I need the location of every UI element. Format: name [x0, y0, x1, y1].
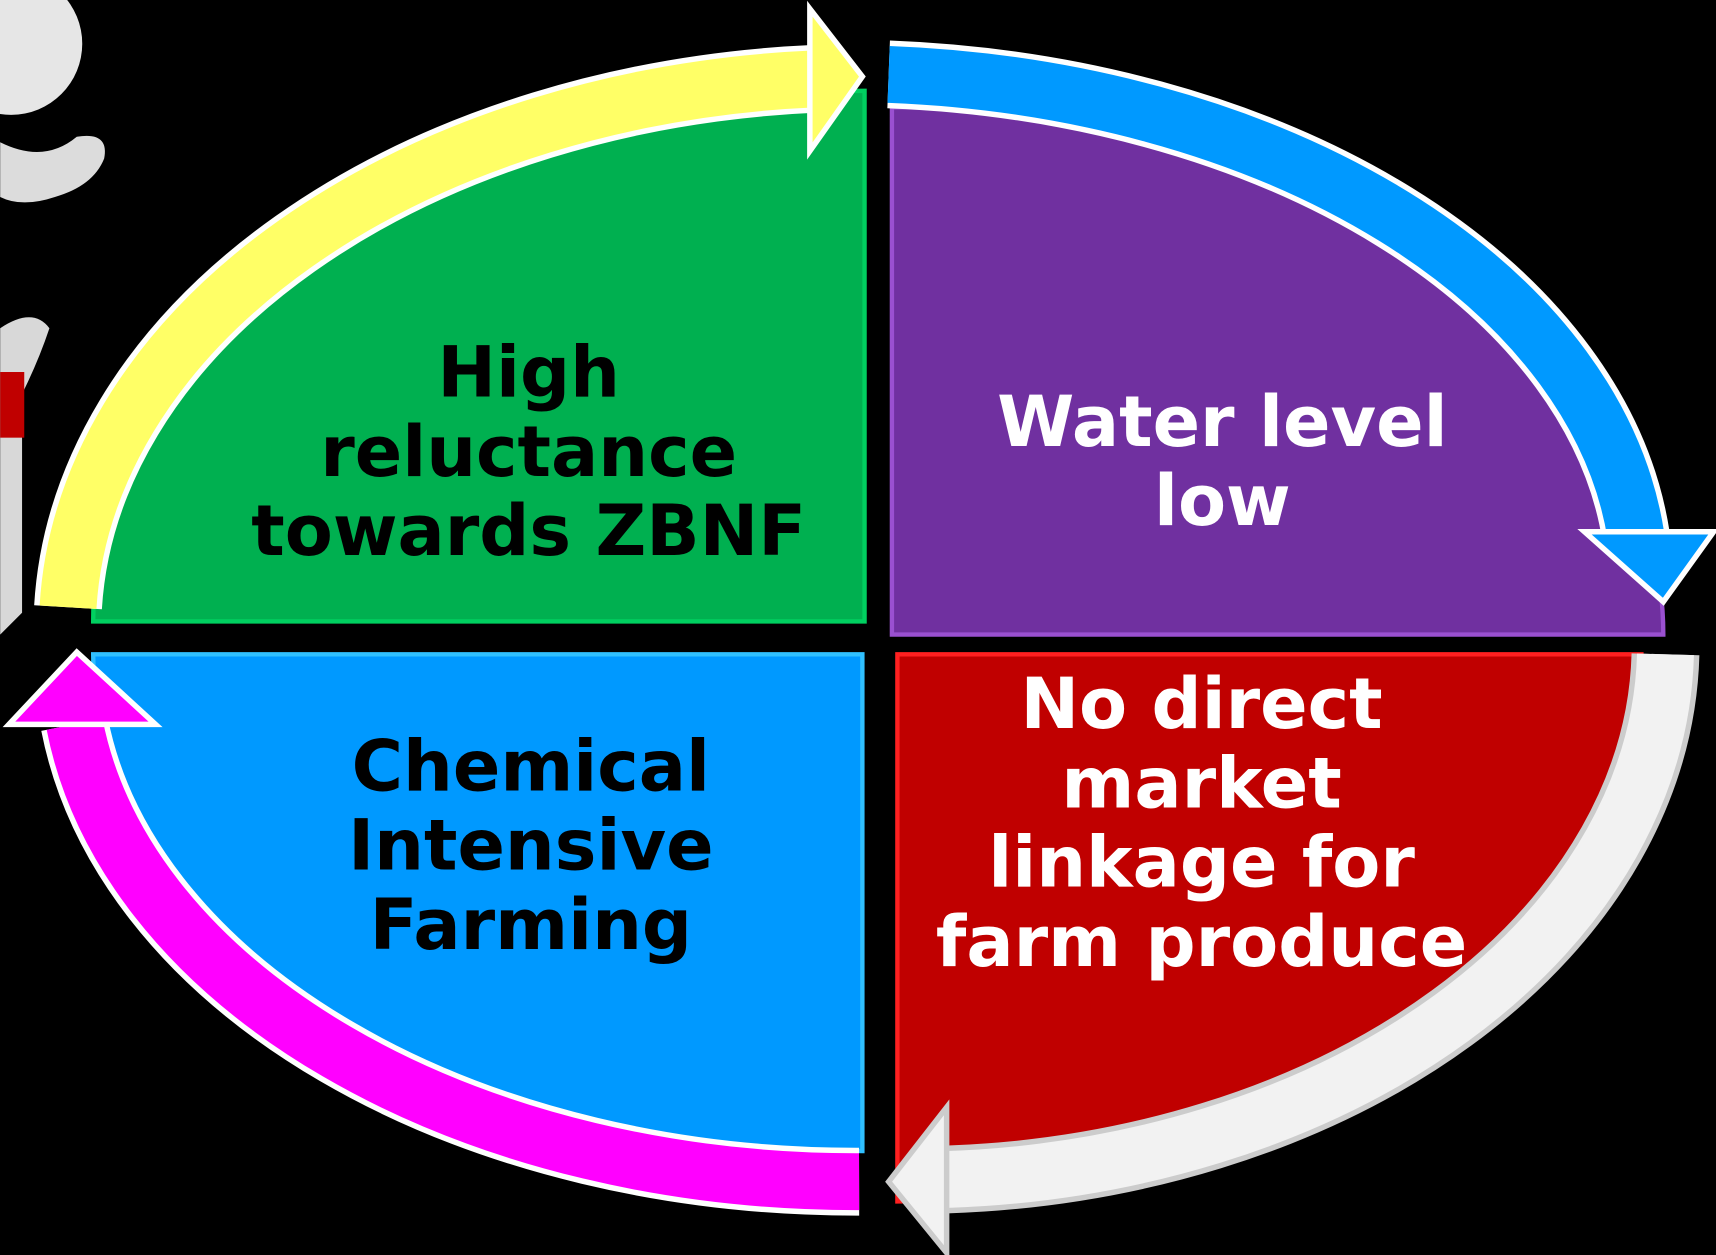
page: Highreluctancetowards ZBNF Water levellow… — [0, 0, 1716, 1255]
node-label: towards ZBNF — [251, 490, 806, 572]
node-label: Chemical — [352, 725, 710, 807]
node-label: market — [1061, 742, 1341, 824]
node-label: Water level — [997, 381, 1447, 463]
node-label: Intensive — [348, 805, 714, 887]
node-label: No direct — [1020, 663, 1382, 745]
node-label: High — [437, 332, 620, 414]
node-label: farm produce — [936, 901, 1467, 983]
cycle-diagram: Highreluctancetowards ZBNF Water levellow… — [0, 0, 1716, 1255]
node-label: linkage for — [988, 822, 1415, 904]
node-label: low — [1154, 460, 1291, 542]
node-label: reluctance — [320, 411, 737, 493]
node-label: Farming — [370, 884, 692, 966]
